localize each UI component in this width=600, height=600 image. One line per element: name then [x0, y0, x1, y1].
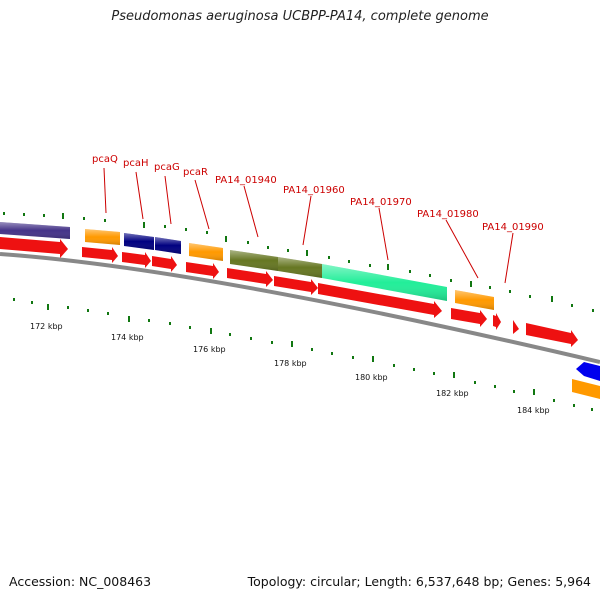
- cds-12[interactable]: [526, 323, 578, 347]
- cds-2[interactable]: [82, 247, 118, 263]
- map-title: Pseudomonas aeruginosa UCBPP-PA14, compl…: [111, 9, 489, 24]
- cds-11[interactable]: [513, 320, 519, 334]
- gene-label-PA14_01970[interactable]: PA14_01970: [350, 197, 412, 208]
- axis-labels: 172 kbp 174 kbp 176 kbp 178 kbp 180 kbp …: [30, 322, 550, 415]
- feature-track: [0, 222, 600, 399]
- cds-track: [0, 237, 578, 347]
- gene-label-PA14_01960[interactable]: PA14_01960: [283, 185, 345, 196]
- gene-labels: pcaQ pcaH pcaG pcaR PA14_01940 PA14_0196…: [92, 154, 544, 284]
- gene-label-pcaQ[interactable]: pcaQ: [92, 154, 118, 165]
- cds-7[interactable]: [274, 276, 318, 295]
- cds-10[interactable]: [493, 313, 501, 330]
- cds-1[interactable]: [0, 237, 68, 258]
- axis-label-178: 178 kbp: [274, 359, 307, 368]
- axis-label-182: 182 kbp: [436, 389, 469, 398]
- inner-tick-track: [13, 298, 593, 411]
- cds-5[interactable]: [186, 262, 219, 279]
- cds-9[interactable]: [451, 308, 487, 327]
- gene-label-pcaH[interactable]: pcaH: [123, 158, 149, 169]
- feature-blue[interactable]: [576, 362, 600, 381]
- axis-label-174: 174 kbp: [111, 333, 144, 342]
- gene-label-PA14_01980[interactable]: PA14_01980: [417, 209, 479, 220]
- outer-tick-track: [3, 212, 594, 312]
- cds-8[interactable]: [318, 283, 442, 318]
- cds-3[interactable]: [122, 252, 151, 268]
- genome-backbone: [0, 252, 600, 364]
- gene-label-pcaR[interactable]: pcaR: [183, 167, 208, 178]
- axis-label-172: 172 kbp: [30, 322, 63, 331]
- cds-6[interactable]: [227, 268, 273, 287]
- gene-label-PA14_01990[interactable]: PA14_01990: [482, 222, 544, 233]
- genome-summary: Topology: circular; Length: 6,537,648 bp…: [247, 574, 591, 589]
- cds-4[interactable]: [152, 256, 177, 272]
- axis-label-184: 184 kbp: [517, 406, 550, 415]
- accession-label: Accession: NC_008463: [9, 574, 152, 589]
- axis-label-180: 180 kbp: [355, 373, 388, 382]
- feature-orange-right[interactable]: [572, 379, 600, 399]
- gene-label-PA14_01940[interactable]: PA14_01940: [215, 175, 277, 186]
- gene-label-pcaG[interactable]: pcaG: [154, 162, 180, 173]
- axis-label-176: 176 kbp: [193, 345, 226, 354]
